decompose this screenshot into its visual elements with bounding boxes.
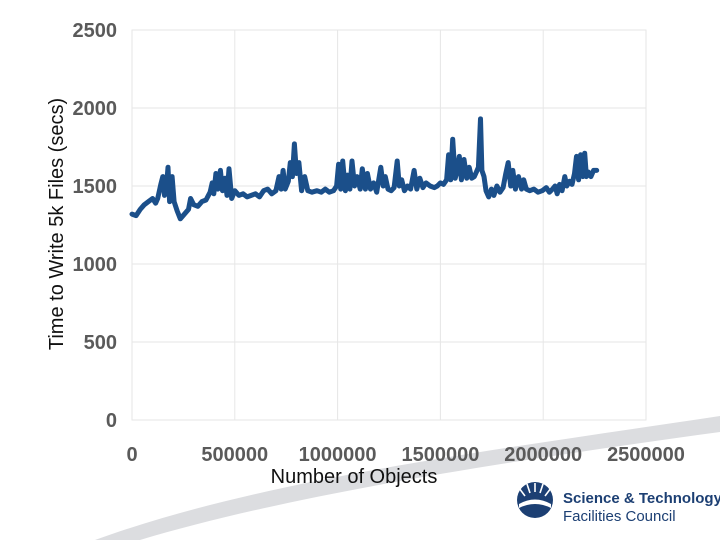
gridlines: [131, 29, 647, 421]
x-tick-label: 1500000: [401, 444, 479, 466]
x-tick-label: 500000: [201, 444, 268, 466]
series-line: [129, 116, 600, 222]
y-tick-label: 2000: [73, 98, 118, 120]
series-layer: [129, 116, 600, 222]
stfc-logo: Science & Technology Facilities Council: [517, 482, 720, 525]
y-tick-label: 500: [84, 332, 117, 354]
y-axis-title: Time to Write 5k Files (secs): [46, 98, 68, 350]
y-tick-label: 1500: [73, 176, 118, 198]
logo-horizon-icon: [519, 499, 551, 508]
logo-line1: Science & Technology: [563, 490, 720, 507]
y-tick-label: 1000: [73, 254, 118, 276]
plot-area: [131, 29, 647, 421]
x-tick-label: 0: [126, 444, 137, 466]
decorative-swoosh: [95, 416, 720, 540]
y-axis: 0 500 1000 1500 2000 2500: [73, 20, 118, 432]
logo-line2: Facilities Council: [563, 508, 676, 525]
y-tick-label: 0: [106, 410, 117, 432]
x-axis: 0 500000 1000000 1500000 2000000 2500000: [126, 444, 685, 466]
x-tick-label: 2500000: [607, 444, 685, 466]
x-tick-label: 2000000: [504, 444, 582, 466]
x-axis-title: Number of Objects: [271, 466, 438, 488]
y-tick-label: 2500: [73, 20, 118, 42]
logo-rays-icon: [518, 483, 552, 497]
x-tick-label: 1000000: [299, 444, 377, 466]
